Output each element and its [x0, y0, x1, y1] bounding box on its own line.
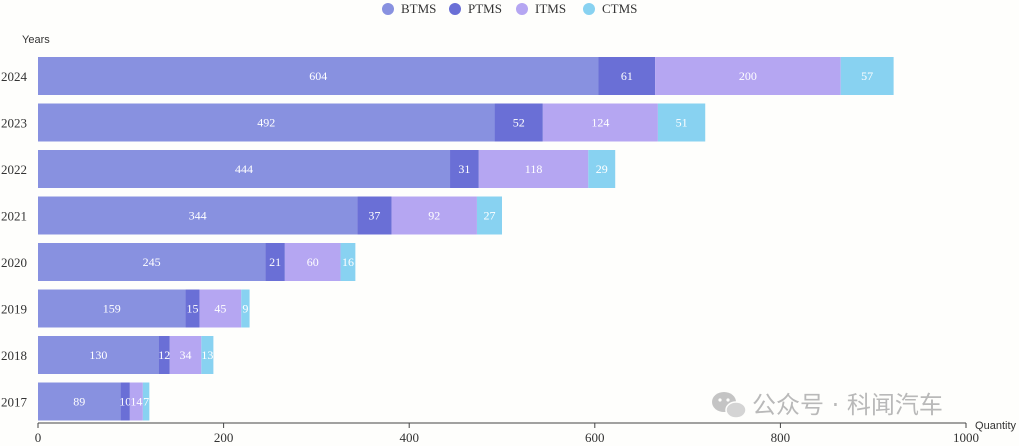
- data-label-ctms-2019: 9: [242, 302, 248, 316]
- data-label-btms-2023: 492: [257, 116, 275, 130]
- legend-swatch-itms: [516, 3, 528, 15]
- data-label-ptms-2021: 37: [368, 209, 380, 223]
- bar-ptms-2020: [265, 243, 285, 281]
- watermark: 公众号 · 科闻汽车: [712, 391, 943, 419]
- data-label-itms-2024: 200: [739, 69, 757, 83]
- bars-layer: 604 61 200 57 492 52 124 51 444 31 118 29 344 37 92 27 2…: [38, 57, 894, 421]
- bar-ptms-2022: [450, 150, 479, 188]
- data-label-itms-2023: 124: [591, 116, 609, 130]
- y-tick-label: 2020: [1, 255, 27, 270]
- y-tick-label: 2017: [1, 395, 28, 410]
- y-tick-label: 2018: [1, 348, 27, 363]
- bar-btms-2023: [38, 103, 495, 142]
- bar-ctms-2019: [241, 289, 250, 328]
- bar-btms-2022: [38, 150, 451, 188]
- bar-btms-2017: [38, 382, 121, 421]
- data-label-ptms-2024: 61: [621, 69, 633, 83]
- y-tick-label: 2019: [1, 302, 27, 317]
- data-label-btms-2017: 89: [73, 395, 85, 409]
- data-label-ctms-2018: 13: [201, 348, 213, 362]
- legend-label-ctms: CTMS: [602, 1, 637, 16]
- data-label-itms-2021: 92: [428, 209, 440, 223]
- y-axis-title: Years: [22, 34, 50, 46]
- bar-ptms-2017: [120, 382, 130, 421]
- bar-itms-2017: [129, 382, 143, 421]
- x-tick-label: 1000: [953, 430, 979, 445]
- bar-itms-2020: [284, 243, 341, 281]
- y-tick-label: 2024: [1, 69, 28, 84]
- data-label-ptms-2019: 15: [187, 302, 199, 316]
- legend: BTMS PTMS ITMS CTMS: [382, 1, 637, 16]
- bar-ctms-2023: [657, 103, 706, 142]
- data-label-ctms-2021: 27: [483, 209, 495, 223]
- data-label-ptms-2022: 31: [458, 162, 470, 176]
- data-label-itms-2020: 60: [307, 255, 319, 269]
- data-label-btms-2024: 604: [309, 69, 327, 83]
- bar-ptms-2019: [185, 289, 200, 328]
- bar-btms-2020: [38, 243, 266, 281]
- bar-ctms-2020: [340, 243, 356, 281]
- x-tick-label: 800: [771, 430, 791, 445]
- bar-btms-2024: [38, 57, 599, 95]
- x-tick-label: 200: [214, 430, 234, 445]
- legend-swatch-btms: [382, 3, 394, 15]
- legend-swatch-ptms: [449, 3, 461, 15]
- data-label-btms-2021: 344: [189, 209, 207, 223]
- x-axis-title: Quantity: [975, 420, 1016, 432]
- bar-itms-2022: [478, 150, 589, 188]
- data-label-ctms-2024: 57: [861, 69, 873, 83]
- data-label-itms-2019: 45: [214, 302, 226, 316]
- bar-itms-2021: [391, 196, 477, 235]
- y-tick-labels: 2024 2023 2022 2021 2020 2019 2018 2017: [1, 69, 28, 410]
- bar-ctms-2024: [840, 57, 894, 95]
- bar-ctms-2018: [201, 336, 214, 374]
- data-label-itms-2017: 14: [130, 395, 142, 409]
- data-label-ctms-2020: 16: [342, 255, 354, 269]
- data-label-itms-2018: 34: [180, 348, 192, 362]
- wechat-logo-icon: [712, 392, 747, 419]
- data-label-ctms-2023: 51: [676, 116, 688, 130]
- legend-swatch-ctms: [583, 3, 595, 15]
- data-label-ptms-2023: 52: [513, 116, 525, 130]
- x-tick-label: 600: [585, 430, 605, 445]
- bar-ptms-2023: [494, 103, 543, 142]
- legend-label-btms: BTMS: [401, 1, 436, 16]
- y-tick-label: 2021: [1, 209, 27, 224]
- bar-btms-2019: [38, 289, 186, 328]
- legend-label-ptms: PTMS: [468, 1, 502, 16]
- y-tick-label: 2023: [1, 116, 27, 131]
- data-label-ctms-2017: 7: [143, 395, 149, 409]
- y-tick-label: 2022: [1, 162, 27, 177]
- data-label-ptms-2020: 21: [269, 255, 281, 269]
- bar-btms-2021: [38, 196, 358, 235]
- data-label-itms-2022: 118: [525, 162, 543, 176]
- data-label-ctms-2022: 29: [596, 162, 608, 176]
- bar-itms-2024: [655, 57, 841, 95]
- bar-itms-2023: [542, 103, 658, 142]
- bar-ctms-2017: [142, 382, 150, 421]
- data-label-ptms-2017: 10: [119, 395, 131, 409]
- bar-ptms-2021: [357, 196, 392, 235]
- x-tick-labels: 0 200 400 600 800 1000: [35, 423, 979, 445]
- data-label-btms-2018: 130: [89, 348, 107, 362]
- legend-label-itms: ITMS: [535, 1, 566, 16]
- x-tick-label: 400: [399, 430, 419, 445]
- bar-btms-2018: [38, 336, 159, 374]
- bar-ptms-2024: [598, 57, 656, 95]
- watermark-text: 公众号 · 科闻汽车: [752, 391, 943, 419]
- bar-ctms-2021: [476, 196, 502, 235]
- data-label-btms-2020: 245: [143, 255, 161, 269]
- bar-ptms-2018: [158, 336, 170, 374]
- data-label-btms-2019: 159: [103, 302, 121, 316]
- x-tick-label: 0: [35, 430, 42, 445]
- bar-itms-2018: [169, 336, 202, 374]
- data-label-btms-2022: 444: [235, 162, 253, 176]
- data-label-ptms-2018: 12: [158, 348, 170, 362]
- bar-itms-2019: [199, 289, 242, 328]
- bar-ctms-2022: [588, 150, 616, 188]
